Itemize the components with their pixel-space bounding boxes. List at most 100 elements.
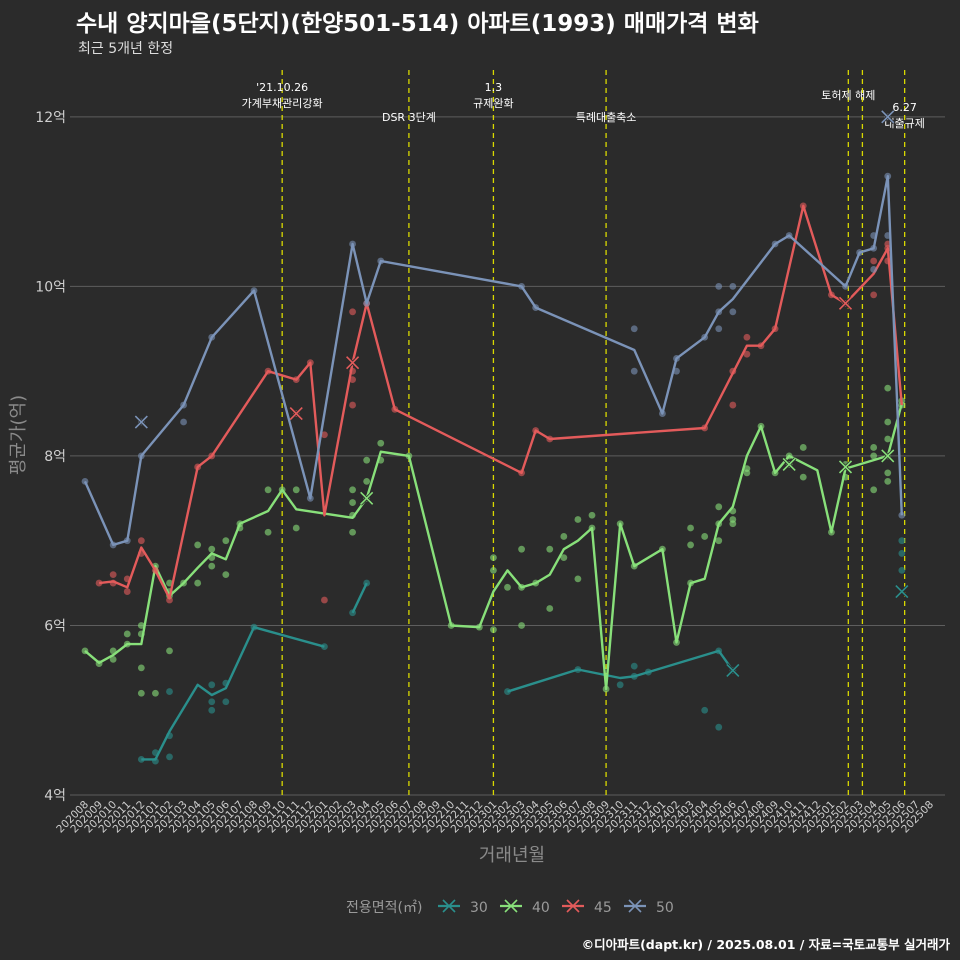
event-label: '21.10.26: [256, 81, 308, 94]
data-point: [137, 537, 145, 545]
data-point: [137, 664, 145, 672]
legend-title: 전용면적(㎡): [346, 900, 422, 916]
data-point: [137, 622, 145, 629]
data-point: [729, 401, 737, 409]
event-label: 특례대출축소: [576, 111, 637, 124]
data-point: [321, 643, 328, 651]
data-point: [166, 647, 173, 655]
data-point: [743, 350, 751, 358]
data-point: [799, 444, 807, 451]
y-tick-label: 10억: [35, 279, 66, 295]
series-line: [141, 626, 325, 761]
series-30: [137, 537, 909, 765]
data-point: [715, 325, 723, 333]
data-point: [729, 308, 737, 316]
data-point: [166, 596, 173, 604]
y-axis-title: 평균가(억): [8, 395, 29, 475]
data-point: [574, 575, 582, 583]
data-point: [349, 486, 356, 494]
event-label: 가계부채관리강화: [242, 97, 323, 110]
data-point: [588, 511, 596, 519]
data-point: [687, 524, 694, 532]
x-axis-title: 거래년월: [479, 845, 545, 866]
series-layer: [81, 109, 909, 765]
data-point: [574, 516, 582, 523]
data-point: [109, 655, 117, 663]
data-point: [166, 753, 173, 761]
data-point: [870, 257, 878, 265]
data-point: [292, 524, 300, 532]
data-point: [490, 626, 497, 634]
data-point: [518, 622, 525, 629]
data-point: [898, 537, 906, 545]
data-point: [222, 537, 230, 545]
data-point: [109, 571, 117, 579]
series-line: [351, 582, 368, 614]
series-line: [83, 175, 903, 547]
y-tick-label: 8억: [44, 449, 66, 465]
data-point: [715, 723, 723, 731]
grid-lines: [70, 116, 945, 796]
data-point: [870, 452, 878, 460]
y-tick-label: 12억: [35, 110, 66, 126]
data-point: [715, 282, 723, 290]
chart-subtitle: 최근 5개년 한정: [78, 41, 174, 57]
data-point: [870, 444, 878, 451]
legend-cross: [628, 899, 642, 913]
data-point: [264, 528, 272, 536]
data-point: [363, 456, 371, 464]
series-45: [95, 202, 903, 604]
data-point: [884, 477, 892, 485]
data-point: [222, 571, 230, 579]
data-point: [743, 469, 751, 477]
x-axis-ticks: 2020082020092020102020112020122021012021…: [54, 798, 936, 835]
median-cross: [289, 406, 303, 421]
data-point: [715, 537, 723, 545]
median-cross: [134, 415, 148, 429]
legend: 전용면적(㎡) 30 40 45 50: [346, 899, 674, 916]
data-point: [560, 554, 568, 562]
data-point: [123, 630, 131, 638]
data-point: [884, 469, 892, 477]
data-point: [870, 266, 878, 273]
data-point: [166, 688, 173, 695]
legend-cross: [442, 899, 456, 913]
data-point: [264, 486, 272, 494]
legend-cross: [504, 899, 518, 913]
data-point: [208, 706, 216, 714]
series-line: [98, 204, 903, 600]
y-axis-ticks: 4억 6억 8억 10억 12억: [35, 110, 66, 804]
data-point: [490, 566, 497, 574]
event-label: DSR 3단계: [382, 111, 436, 124]
data-point: [95, 579, 103, 587]
data-point: [292, 486, 300, 494]
data-point: [222, 698, 230, 706]
data-point: [137, 689, 145, 697]
data-point: [560, 533, 568, 540]
legend-label: 30: [470, 900, 488, 916]
data-point: [152, 689, 159, 697]
data-point: [349, 528, 356, 536]
data-point: [363, 477, 371, 485]
data-point: [870, 486, 878, 494]
series-line: [507, 649, 734, 693]
series-50: [81, 109, 906, 549]
legend-label: 50: [656, 900, 674, 916]
median-cross: [360, 491, 374, 505]
median-cross: [726, 663, 740, 677]
median-cross: [838, 296, 853, 310]
data-point: [321, 596, 328, 604]
data-point: [884, 435, 892, 443]
data-point: [377, 439, 385, 447]
data-point: [321, 431, 328, 439]
data-point: [180, 418, 187, 426]
legend-cross: [566, 899, 580, 913]
data-point: [194, 541, 202, 549]
y-tick-label: 6억: [44, 618, 66, 634]
event-label: 토허제 해제: [821, 88, 875, 102]
y-tick-label: 4억: [44, 788, 66, 804]
data-point: [743, 333, 751, 341]
data-point: [546, 545, 554, 553]
event-label: 대출규제: [884, 117, 924, 130]
